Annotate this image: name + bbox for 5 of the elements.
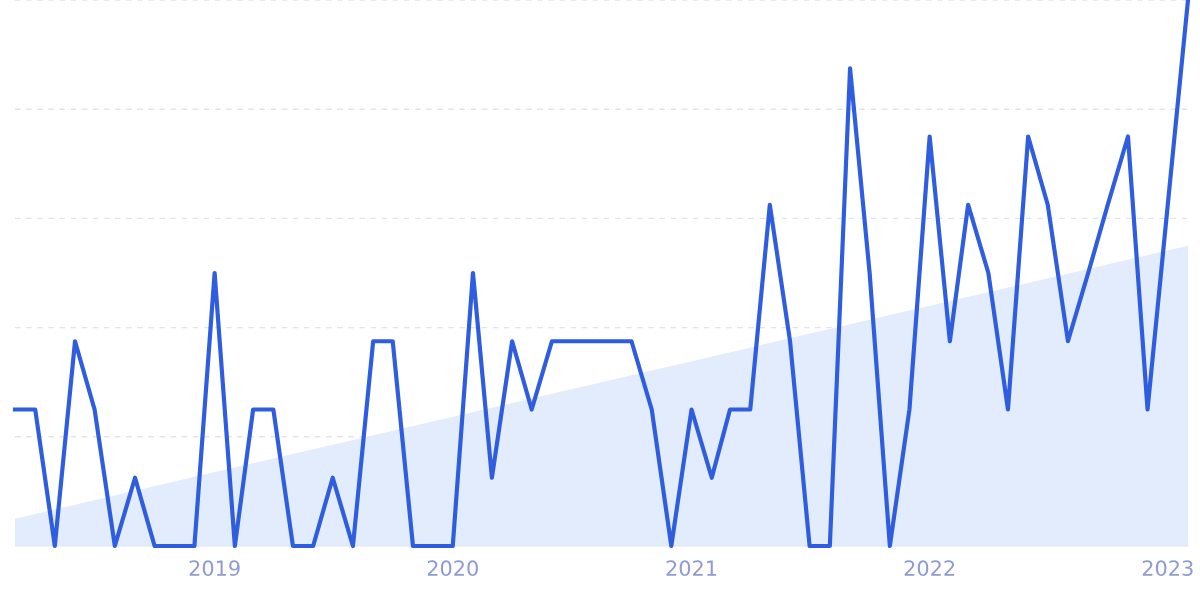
x-tick-label: 2021 — [666, 560, 717, 577]
x-tick-label: 2023 — [1142, 560, 1193, 577]
x-tick-label: 2020 — [427, 560, 478, 577]
x-tick-label: 2019 — [189, 560, 240, 577]
x-tick-label: 2022 — [904, 560, 955, 577]
